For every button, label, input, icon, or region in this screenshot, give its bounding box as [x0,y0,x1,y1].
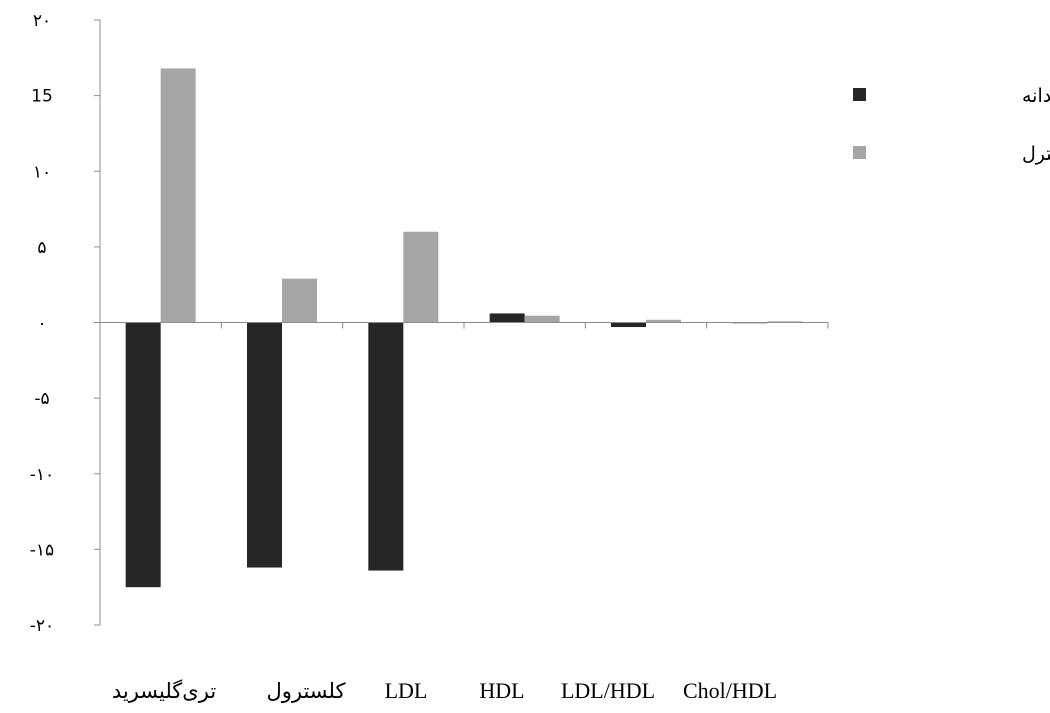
y-tick-label: ۰ [37,314,46,334]
legend-swatch [853,146,866,159]
y-tick-label: ۱۰ [33,162,51,182]
bars-layer [125,68,803,588]
y-tick-label: ۵ [37,238,46,258]
x-category-label: LDL/HDL [561,678,655,703]
legend-item: گروه سیاه دانه [853,84,1050,107]
y-tick-label: -۲۰ [30,616,54,636]
x-category-label: کلسترول [266,679,345,703]
bar-control-5 [767,321,803,323]
y-tick-label: -۵ [34,389,49,409]
legend-item: گروه کنترل [853,142,1050,165]
bar-control-1 [282,278,317,323]
y-tick-label: -۱۵ [30,540,54,560]
axes-layer [94,19,829,626]
x-category-label: LDL [385,678,428,703]
y-tick-label: 15 [31,87,53,107]
bar-nigella-3 [489,313,525,323]
legend-label: گروه کنترل [1022,142,1050,165]
bar-control-2 [403,231,439,323]
legend: گروه سیاه دانه گروه کنترل [853,84,1050,165]
y-tick-label: ۲۰ [33,11,51,31]
bar-nigella-0 [125,322,161,588]
bar-control-0 [160,68,196,323]
bar-nigella-1 [247,322,282,568]
bar-nigella-2 [368,322,404,571]
bar-control-4 [646,319,681,323]
x-category-label: Chol/HDL [683,678,777,703]
legend-label: گروه سیاه دانه [1022,84,1050,107]
x-category-label: تری‌گلیسرید [112,679,216,703]
tick-labels-layer: ۲۰ 15 ۱۰ ۵ ۰ -۵ -۱۰ -۱۵ -۲۰ تری‌گلیسرید کلسترول LDL… [30,11,777,703]
y-tick-label: -۱۰ [30,465,54,485]
bar-nigella-4 [611,322,646,328]
legend-swatch [853,88,866,101]
x-category-label: HDL [479,678,524,703]
bar-control-3 [524,315,560,323]
